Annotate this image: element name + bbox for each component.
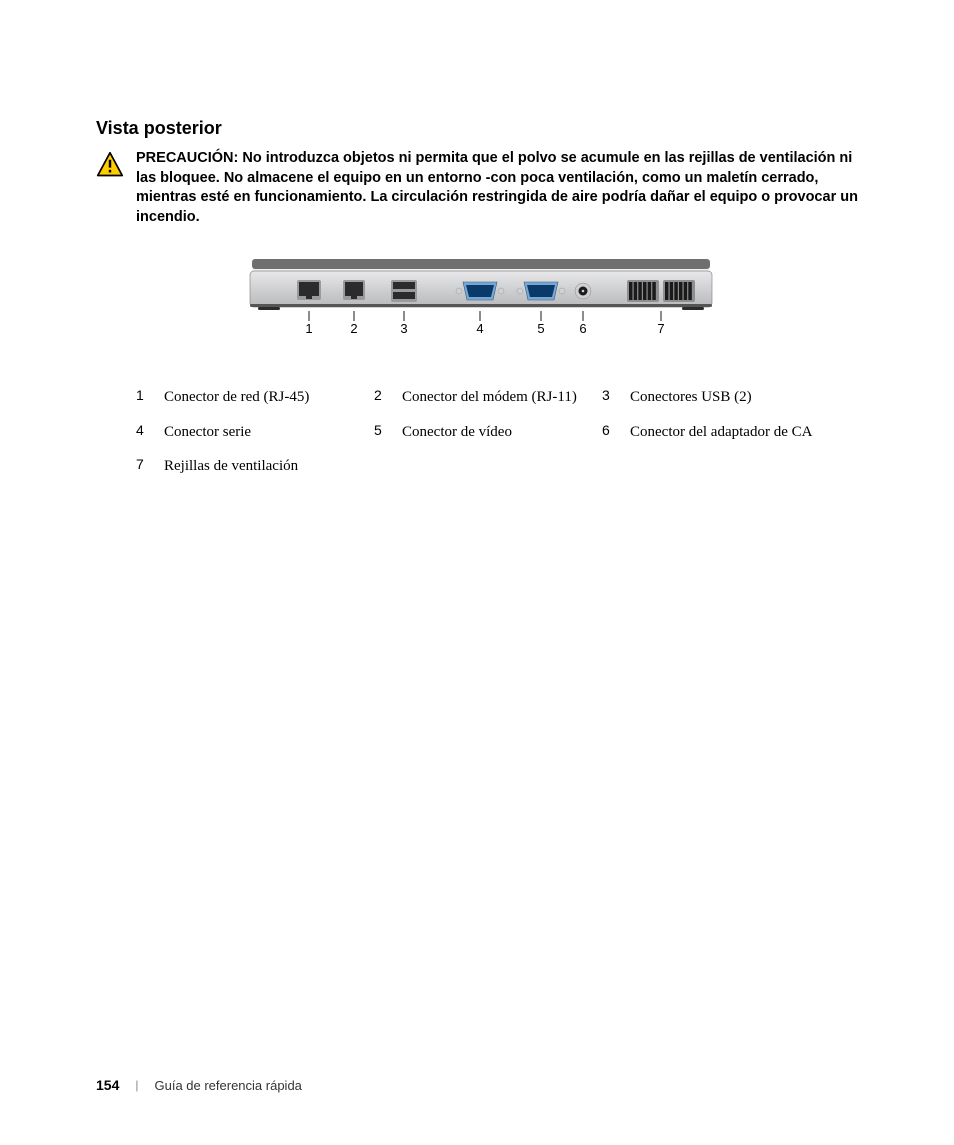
section-title: Vista posterior <box>96 118 866 139</box>
footer-doc-title: Guía de referencia rápida <box>154 1078 301 1093</box>
legend-label <box>402 456 592 476</box>
legend-num: 7 <box>136 456 154 476</box>
legend-num: 6 <box>602 422 620 442</box>
legend-num: 1 <box>136 387 154 407</box>
page-footer: 154 | Guía de referencia rápida <box>96 1077 302 1093</box>
svg-text:4: 4 <box>476 321 483 336</box>
legend: 1 Conector de red (RJ-45) 2 Conector del mó… <box>136 387 866 476</box>
svg-text:5: 5 <box>537 321 544 336</box>
legend-label <box>630 456 830 476</box>
page-number: 154 <box>96 1077 119 1093</box>
legend-num: 5 <box>374 422 392 442</box>
svg-text:2: 2 <box>350 321 357 336</box>
legend-label: Conector de red (RJ-45) <box>164 387 364 407</box>
legend-num: 2 <box>374 387 392 407</box>
svg-text:3: 3 <box>400 321 407 336</box>
legend-num: 4 <box>136 422 154 442</box>
legend-label: Rejillas de ventilación <box>164 456 364 476</box>
svg-text:7: 7 <box>657 321 664 336</box>
caution-lead: PRECAUCIÓN: <box>136 150 238 166</box>
caution-text: PRECAUCIÓN: No introduzca objetos ni per… <box>136 149 866 227</box>
warning-icon <box>96 151 124 179</box>
legend-num <box>602 456 620 476</box>
rear-view-diagram: 1 2 3 4 5 6 7 <box>248 255 714 347</box>
legend-label: Conector de vídeo <box>402 422 592 442</box>
legend-label: Conector del módem (RJ-11) <box>402 387 592 407</box>
legend-label: Conector del adaptador de CA <box>630 422 830 442</box>
svg-text:6: 6 <box>579 321 586 336</box>
legend-num: 3 <box>602 387 620 407</box>
legend-label: Conector serie <box>164 422 364 442</box>
caution-block: PRECAUCIÓN: No introduzca objetos ni per… <box>96 149 866 227</box>
caution-body: No introduzca objetos ni permita que el … <box>136 150 858 225</box>
footer-separator: | <box>135 1078 138 1092</box>
legend-label: Conectores USB (2) <box>630 387 830 407</box>
legend-num <box>374 456 392 476</box>
svg-text:1: 1 <box>305 321 312 336</box>
